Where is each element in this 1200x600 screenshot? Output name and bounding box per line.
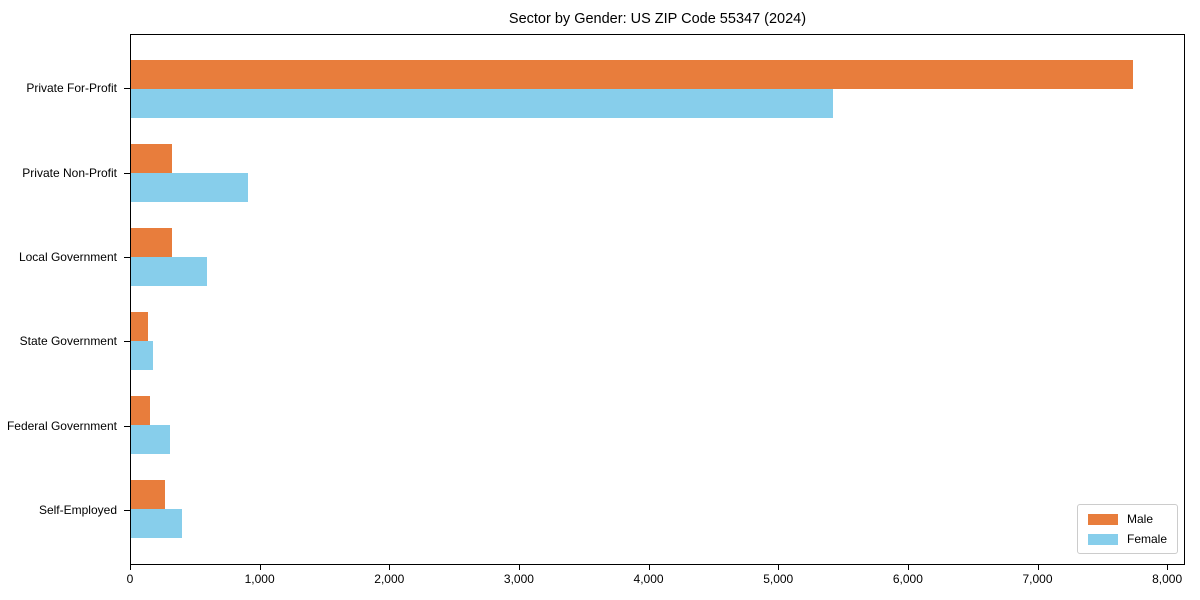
bar-female bbox=[131, 257, 208, 286]
bar-female bbox=[131, 89, 833, 118]
x-tick-mark bbox=[1167, 565, 1169, 570]
x-tick-label: 8,000 bbox=[1152, 572, 1183, 586]
x-tick-label: 5,000 bbox=[763, 572, 794, 586]
bar-male bbox=[131, 60, 1134, 89]
bar-female bbox=[131, 173, 248, 202]
y-tick-mark bbox=[124, 425, 130, 427]
y-tick-label: Federal Government bbox=[6, 418, 117, 433]
bar-group bbox=[131, 131, 1184, 215]
x-tick-mark bbox=[518, 565, 520, 570]
bar-male bbox=[131, 396, 151, 425]
y-tick-mark bbox=[124, 256, 130, 258]
y-tick-mark bbox=[124, 88, 130, 90]
bar-group bbox=[131, 215, 1184, 299]
bar-group bbox=[131, 383, 1184, 467]
x-tick-label: 2,000 bbox=[374, 572, 405, 586]
bar-male bbox=[131, 144, 173, 173]
y-tick-mark bbox=[124, 509, 130, 511]
y-tick-label: State Government bbox=[19, 334, 117, 349]
x-tick-mark bbox=[778, 565, 780, 570]
legend-label: Male bbox=[1126, 512, 1153, 526]
x-tick-mark bbox=[130, 565, 131, 570]
chart-title: Sector by Gender: US ZIP Code 55347 (202… bbox=[508, 11, 807, 27]
y-tick-mark bbox=[124, 341, 130, 343]
bars-container bbox=[131, 35, 1184, 564]
bar-group bbox=[131, 47, 1184, 131]
x-tick-mark bbox=[259, 565, 261, 570]
x-tick-label: 4,000 bbox=[633, 572, 664, 586]
x-tick-label: 0 bbox=[126, 572, 134, 586]
y-tick-label: Local Government bbox=[18, 249, 117, 264]
y-tick-label: Private For-Profit bbox=[26, 81, 117, 96]
x-tick-label: 1,000 bbox=[244, 572, 275, 586]
y-tick-mark bbox=[124, 172, 130, 174]
x-tick-mark bbox=[1037, 565, 1039, 570]
bar-group bbox=[131, 467, 1184, 551]
legend-swatch-male bbox=[1087, 513, 1118, 525]
x-tick-label: 6,000 bbox=[892, 572, 923, 586]
legend-label: Female bbox=[1126, 532, 1167, 546]
x-tick-mark bbox=[907, 565, 909, 570]
bar-female bbox=[131, 341, 154, 370]
plot-area: Male Female bbox=[130, 34, 1185, 565]
bar-group bbox=[131, 299, 1184, 383]
legend-entry: Male bbox=[1087, 512, 1167, 526]
bar-male bbox=[131, 312, 148, 341]
legend-swatch-female bbox=[1087, 533, 1118, 545]
bar-male bbox=[131, 228, 173, 257]
legend-entry: Female bbox=[1087, 532, 1167, 546]
x-tick-mark bbox=[648, 565, 650, 570]
bar-female bbox=[131, 509, 182, 538]
bar-female bbox=[131, 425, 170, 454]
y-tick-label: Private Non-Profit bbox=[22, 165, 117, 180]
x-tick-label: 7,000 bbox=[1022, 572, 1053, 586]
x-tick-mark bbox=[389, 565, 391, 570]
x-tick-label: 3,000 bbox=[503, 572, 534, 586]
legend: Male Female bbox=[1076, 504, 1178, 554]
bar-male bbox=[131, 480, 165, 509]
y-tick-label: Self-Employed bbox=[38, 502, 117, 517]
